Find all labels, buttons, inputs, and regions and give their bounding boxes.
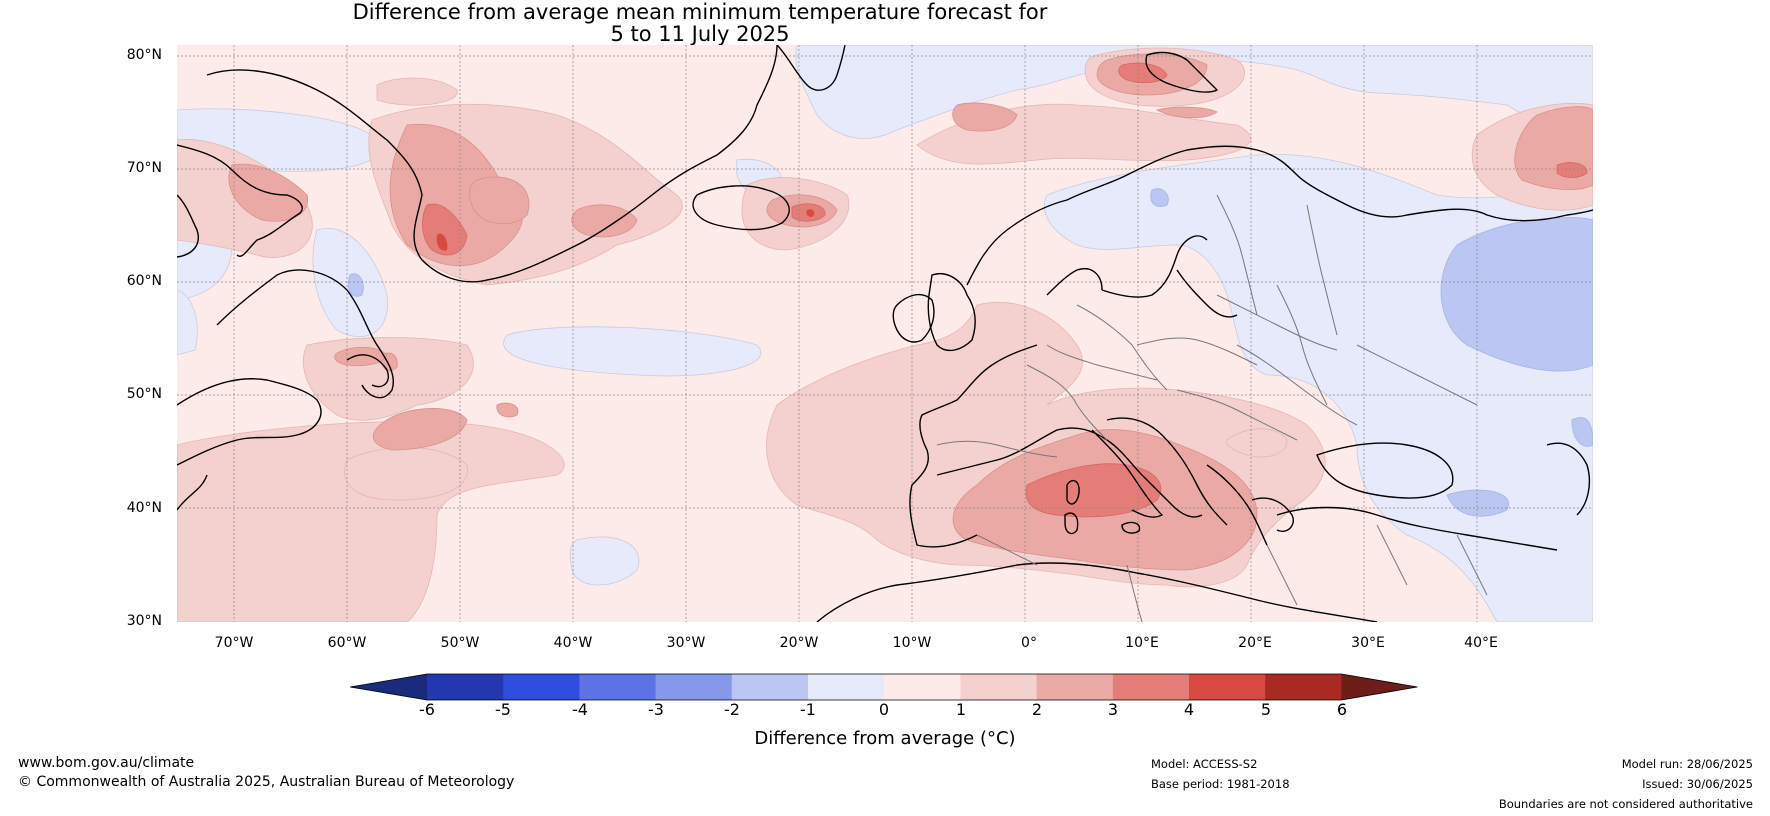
lat-label-30n: 30°N <box>126 613 162 629</box>
lon-label-30w: 30°W <box>666 635 706 651</box>
lon-label-20w: 20°W <box>779 635 819 651</box>
lat-label-80n: 80°N <box>126 47 162 63</box>
warm-anomaly-peak <box>436 209 815 251</box>
footer-issued: Issued: 30/06/2025 <box>1642 777 1753 791</box>
title-line-2: 5 to 11 July 2025 <box>610 22 790 46</box>
colorbar-tick: -5 <box>495 700 511 719</box>
colorbar-bin <box>884 674 961 700</box>
cool-anomaly-strong <box>347 188 1593 517</box>
country-boundaries <box>936 194 1488 622</box>
colorbar-tick: 3 <box>1107 700 1119 719</box>
footer-disclaimer: Boundaries are not considered authoritat… <box>1498 797 1753 811</box>
colorbar-bin <box>1036 674 1114 700</box>
colorbar-extend-above <box>1341 674 1418 700</box>
colorbar-bin <box>1189 674 1266 700</box>
lon-label-0: 0° <box>1021 635 1037 651</box>
lon-label-60w: 60°W <box>327 635 367 651</box>
lon-label-30e: 30°E <box>1351 635 1385 651</box>
colorbar-tick: -3 <box>648 700 664 719</box>
colorbar-extend-below <box>350 674 427 700</box>
lon-label-70w: 70°W <box>214 635 254 651</box>
colorbar-tick: 0 <box>878 700 890 719</box>
colorbar-tick: 6 <box>1336 700 1348 719</box>
lon-label-10e: 10°E <box>1125 635 1159 651</box>
warm-anomaly-strong <box>422 62 1588 518</box>
colorbar-label: Difference from average (°C) <box>754 728 1016 749</box>
coastlines <box>177 45 1593 622</box>
lat-label-40n: 40°N <box>126 500 162 516</box>
colorbar-bin <box>655 674 733 700</box>
colorbar-tick: 4 <box>1183 700 1195 719</box>
lat-label-60n: 60°N <box>126 273 162 289</box>
forecast-map <box>177 45 1593 622</box>
colorbar-tick: 1 <box>955 700 967 719</box>
lon-label-50w: 50°W <box>440 635 480 651</box>
colorbar-bin <box>1265 674 1342 700</box>
footer-model-run: Model run: 28/06/2025 <box>1621 757 1753 771</box>
colorbar-outline <box>350 673 1418 701</box>
graticule <box>177 45 1593 622</box>
lon-label-40e: 40°E <box>1464 635 1498 651</box>
lon-label-40w: 40°W <box>553 635 593 651</box>
colorbar-bin <box>808 674 885 700</box>
colorbar <box>350 673 1418 701</box>
colorbar-bin <box>731 674 809 700</box>
colorbar-bin <box>579 674 657 700</box>
colorbar-bin <box>427 674 504 700</box>
footer-website: www.bom.gov.au/climate <box>18 755 195 771</box>
colorbar-bin <box>503 674 580 700</box>
colorbar-tick: -4 <box>572 700 588 719</box>
map-svg <box>177 45 1593 622</box>
colorbar-tick: -2 <box>724 700 740 719</box>
colorbar-tick: 5 <box>1260 700 1272 719</box>
title-line-1: Difference from average mean minimum tem… <box>352 0 1048 24</box>
footer-base-period: Base period: 1981-2018 <box>1151 777 1290 791</box>
lat-label-70n: 70°N <box>126 160 162 176</box>
footer-model: Model: ACCESS-S2 <box>1151 757 1258 771</box>
colorbar-tick: -6 <box>419 700 435 719</box>
colorbar-tick: -1 <box>800 700 816 719</box>
lon-label-20e: 20°E <box>1238 635 1272 651</box>
lon-label-10w: 10°W <box>892 635 932 651</box>
colorbar-tick: 2 <box>1031 700 1043 719</box>
colorbar-bin <box>960 674 1038 700</box>
lat-label-50n: 50°N <box>126 386 162 402</box>
footer-copyright: © Commonwealth of Australia 2025, Austra… <box>18 774 515 790</box>
colorbar-bin <box>1112 674 1190 700</box>
